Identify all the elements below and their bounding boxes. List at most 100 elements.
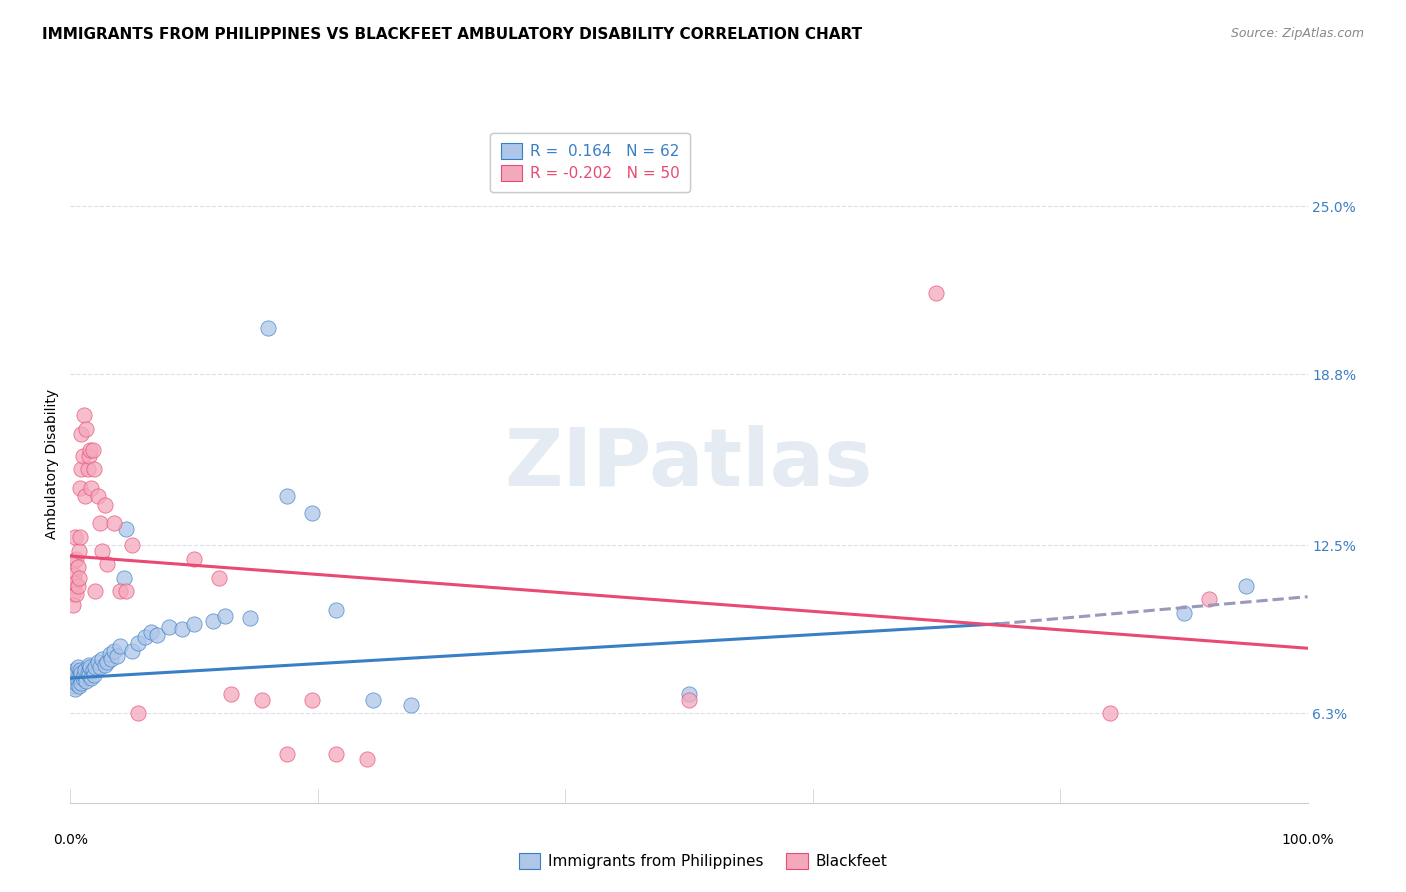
Point xyxy=(82,443,104,458)
Point xyxy=(80,671,103,685)
Point xyxy=(67,543,90,558)
Point xyxy=(678,692,700,706)
Point xyxy=(63,554,86,568)
Point xyxy=(325,747,347,761)
Point xyxy=(66,673,89,688)
Point xyxy=(62,587,84,601)
Point xyxy=(257,321,280,335)
Point xyxy=(103,516,125,531)
Point xyxy=(276,747,298,761)
Point xyxy=(91,652,114,666)
Point xyxy=(77,668,100,682)
Point xyxy=(63,679,86,693)
Point xyxy=(70,427,93,442)
Point xyxy=(301,692,323,706)
Point xyxy=(1234,579,1257,593)
Point xyxy=(208,571,231,585)
Legend: Immigrants from Philippines, Blackfeet: Immigrants from Philippines, Blackfeet xyxy=(513,847,893,875)
Point xyxy=(276,489,298,503)
Point xyxy=(96,655,118,669)
Point xyxy=(65,551,87,566)
Point xyxy=(77,449,100,463)
Point xyxy=(65,663,87,677)
Point xyxy=(76,665,98,680)
Point xyxy=(69,530,91,544)
Point xyxy=(69,671,91,685)
Point xyxy=(183,616,205,631)
Text: Source: ZipAtlas.com: Source: ZipAtlas.com xyxy=(1230,27,1364,40)
Point xyxy=(86,655,108,669)
Point xyxy=(65,587,87,601)
Point xyxy=(62,673,84,688)
Text: 0.0%: 0.0% xyxy=(53,833,87,847)
Point xyxy=(157,619,180,633)
Point xyxy=(139,624,162,639)
Point xyxy=(678,687,700,701)
Point xyxy=(60,579,83,593)
Point xyxy=(79,660,101,674)
Point xyxy=(63,568,86,582)
Point xyxy=(60,665,83,680)
Point xyxy=(84,660,107,674)
Point xyxy=(69,481,91,495)
Point xyxy=(72,671,94,685)
Point xyxy=(108,639,131,653)
Point xyxy=(115,522,138,536)
Point xyxy=(77,657,100,672)
Point xyxy=(75,663,97,677)
Point xyxy=(72,449,94,463)
Point xyxy=(301,506,323,520)
Point xyxy=(65,671,87,685)
Point xyxy=(67,668,90,682)
Point xyxy=(75,421,97,435)
Text: ZIPatlas: ZIPatlas xyxy=(505,425,873,503)
Point xyxy=(1198,592,1220,607)
Point xyxy=(89,516,111,531)
Point xyxy=(65,576,87,591)
Point xyxy=(103,644,125,658)
Point xyxy=(76,462,98,476)
Y-axis label: Ambulatory Disability: Ambulatory Disability xyxy=(45,389,59,539)
Point xyxy=(83,462,105,476)
Point xyxy=(75,489,97,503)
Point xyxy=(94,657,117,672)
Point xyxy=(91,543,114,558)
Point xyxy=(89,660,111,674)
Point xyxy=(170,622,193,636)
Point xyxy=(62,671,84,685)
Point xyxy=(134,631,156,645)
Point xyxy=(62,598,84,612)
Point xyxy=(65,530,87,544)
Point xyxy=(75,673,97,688)
Point xyxy=(70,676,93,690)
Point xyxy=(1098,706,1121,721)
Point xyxy=(67,571,90,585)
Point xyxy=(250,692,273,706)
Point xyxy=(86,489,108,503)
Point xyxy=(96,557,118,571)
Point xyxy=(94,498,117,512)
Point xyxy=(925,285,948,300)
Point xyxy=(127,636,149,650)
Point xyxy=(214,608,236,623)
Point xyxy=(63,668,86,682)
Point xyxy=(66,560,89,574)
Point xyxy=(127,706,149,721)
Point xyxy=(121,644,143,658)
Point xyxy=(219,687,242,701)
Point xyxy=(65,665,87,680)
Point xyxy=(79,443,101,458)
Point xyxy=(363,692,385,706)
Point xyxy=(112,571,135,585)
Point xyxy=(83,668,105,682)
Point xyxy=(121,538,143,552)
Legend: R =  0.164   N = 62, R = -0.202   N = 50: R = 0.164 N = 62, R = -0.202 N = 50 xyxy=(489,133,690,192)
Point xyxy=(67,679,90,693)
Point xyxy=(66,579,89,593)
Text: 100.0%: 100.0% xyxy=(1281,833,1334,847)
Point xyxy=(84,584,107,599)
Point xyxy=(325,603,347,617)
Point xyxy=(239,611,262,625)
Point xyxy=(66,660,89,674)
Point xyxy=(69,663,91,677)
